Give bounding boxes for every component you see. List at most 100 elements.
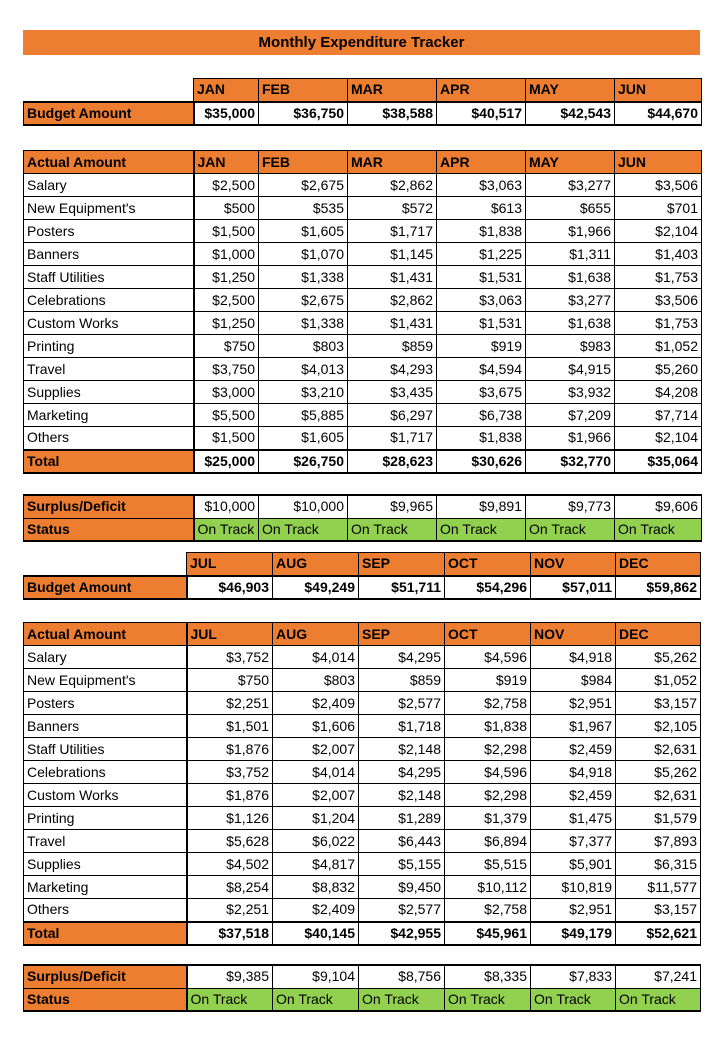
status-badge: On Track [358, 987, 445, 1012]
expense-value: $2,577 [358, 691, 445, 715]
expense-value: $3,675 [436, 380, 526, 404]
expense-value: $500 [193, 196, 259, 220]
expense-row: Custom Works $1,250 $1,338 $1,431 $1,531 $1,6… [23, 311, 702, 335]
budget-value: $46,903 [186, 574, 273, 600]
actual-label: Actual Amount [23, 622, 188, 646]
expense-label: Posters [23, 219, 195, 243]
half2-budget-table: JUL AUG SEP OCT NOV DEC Budget Amount $46,903 $4… [23, 552, 701, 600]
expense-label: Celebrations [23, 760, 188, 784]
expense-value: $1,475 [530, 806, 616, 830]
expense-value: $4,915 [525, 357, 615, 381]
total-label: Total [23, 920, 188, 946]
expense-row: Posters $1,500 $1,605 $1,717 $1,838 $1,966 $2,… [23, 219, 702, 243]
expense-row: Banners $1,501 $1,606 $1,718 $1,838 $1,967 $2,… [23, 714, 701, 738]
expense-value: $2,951 [530, 691, 616, 715]
expense-value: $3,157 [615, 691, 701, 715]
expense-value: $10,819 [530, 875, 616, 899]
expense-value: $4,817 [272, 852, 359, 876]
expense-value: $1,605 [258, 219, 348, 243]
expense-value: $2,675 [258, 288, 348, 312]
page-title: Monthly Expenditure Tracker [23, 30, 700, 55]
budget-value: $36,750 [258, 100, 348, 126]
expense-value: $4,295 [358, 760, 445, 784]
expense-value: $1,717 [347, 219, 437, 243]
expense-value: $1,070 [258, 242, 348, 266]
month-header: OCT [444, 552, 531, 576]
expense-row: Printing $750 $803 $859 $919 $983 $1,052 [23, 334, 702, 358]
expense-value: $1,531 [436, 265, 526, 289]
expense-row: Supplies $4,502 $4,817 $5,155 $5,515 $5,901 $6… [23, 852, 701, 876]
expense-value: $1,838 [436, 426, 526, 450]
expense-value: $3,277 [525, 288, 615, 312]
expense-value: $750 [193, 334, 259, 358]
expense-label: New Equipment's [23, 196, 195, 220]
expense-label: Staff Utilities [23, 737, 188, 761]
total-value: $30,626 [436, 448, 526, 474]
expense-row: Others $1,500 $1,605 $1,717 $1,838 $1,966 $2,1… [23, 426, 702, 450]
expense-value: $9,450 [358, 875, 445, 899]
expense-value: $2,577 [358, 898, 445, 922]
blank-cell [24, 553, 187, 576]
expense-label: Celebrations [23, 288, 195, 312]
month-header: OCT [444, 622, 531, 646]
expense-label: Salary [23, 173, 195, 197]
expense-value: $2,675 [258, 173, 348, 197]
total-value: $40,145 [272, 920, 359, 946]
expense-value: $859 [347, 334, 437, 358]
surplus-label: Surplus/Deficit [23, 964, 188, 989]
status-badge: On Track [193, 517, 259, 542]
expense-value: $701 [614, 196, 702, 220]
expense-value: $1,876 [186, 737, 273, 761]
total-row: Total $37,518 $40,145 $42,955 $45,961 $49,179… [23, 920, 701, 946]
expense-value: $613 [436, 196, 526, 220]
expense-value: $2,409 [272, 898, 359, 922]
budget-value: $35,000 [193, 100, 259, 126]
expense-value: $7,209 [525, 403, 615, 427]
expense-label: Supplies [23, 852, 188, 876]
expense-label: Marketing [23, 403, 195, 427]
expense-value: $1,501 [186, 714, 273, 738]
total-value: $32,770 [525, 448, 615, 474]
expense-value: $1,225 [436, 242, 526, 266]
surplus-value: $10,000 [193, 494, 259, 519]
budget-row: Budget Amount $35,000 $36,750 $38,588 $40,51… [23, 100, 702, 126]
expense-value: $4,293 [347, 357, 437, 381]
expense-value: $2,459 [530, 783, 616, 807]
expense-value: $3,932 [525, 380, 615, 404]
expense-value: $4,918 [530, 760, 616, 784]
half1-actual-table: Actual Amount JAN FEB MAR APR MAY JUN Salary $2,… [23, 150, 702, 474]
expense-value: $2,500 [193, 173, 259, 197]
expense-value: $803 [272, 668, 359, 692]
expense-row: Custom Works $1,876 $2,007 $2,148 $2,298 $2,4… [23, 783, 701, 807]
status-badge: On Track [525, 517, 615, 542]
expense-row: Marketing $5,500 $5,885 $6,297 $6,738 $7,209 $… [23, 403, 702, 427]
expense-value: $2,409 [272, 691, 359, 715]
status-badge: On Track [530, 987, 616, 1012]
expense-value: $1,717 [347, 426, 437, 450]
expense-value: $3,277 [525, 173, 615, 197]
expense-value: $4,014 [272, 645, 359, 669]
expense-value: $1,289 [358, 806, 445, 830]
budget-value: $38,588 [347, 100, 437, 126]
expense-row: Printing $1,126 $1,204 $1,289 $1,379 $1,475 $1… [23, 806, 701, 830]
expense-value: $2,758 [444, 898, 531, 922]
expense-value: $5,628 [186, 829, 273, 853]
expense-value: $655 [525, 196, 615, 220]
half1-budget-table: JAN FEB MAR APR MAY JUN Budget Amount $35,000 $3… [23, 78, 702, 126]
expense-value: $4,208 [614, 380, 702, 404]
expense-value: $4,596 [444, 760, 531, 784]
expense-value: $1,204 [272, 806, 359, 830]
expense-value: $859 [358, 668, 445, 692]
month-header: JAN [193, 150, 259, 174]
month-header-row: JAN FEB MAR APR MAY JUN [24, 78, 702, 102]
expense-label: New Equipment's [23, 668, 188, 692]
expense-value: $4,014 [272, 760, 359, 784]
month-header: JUN [614, 150, 702, 174]
expense-label: Others [23, 898, 188, 922]
expense-value: $4,295 [358, 645, 445, 669]
expense-value: $803 [258, 334, 348, 358]
month-header: DEC [615, 622, 701, 646]
total-value: $45,961 [444, 920, 531, 946]
expense-value: $4,596 [444, 645, 531, 669]
expense-value: $10,112 [444, 875, 531, 899]
